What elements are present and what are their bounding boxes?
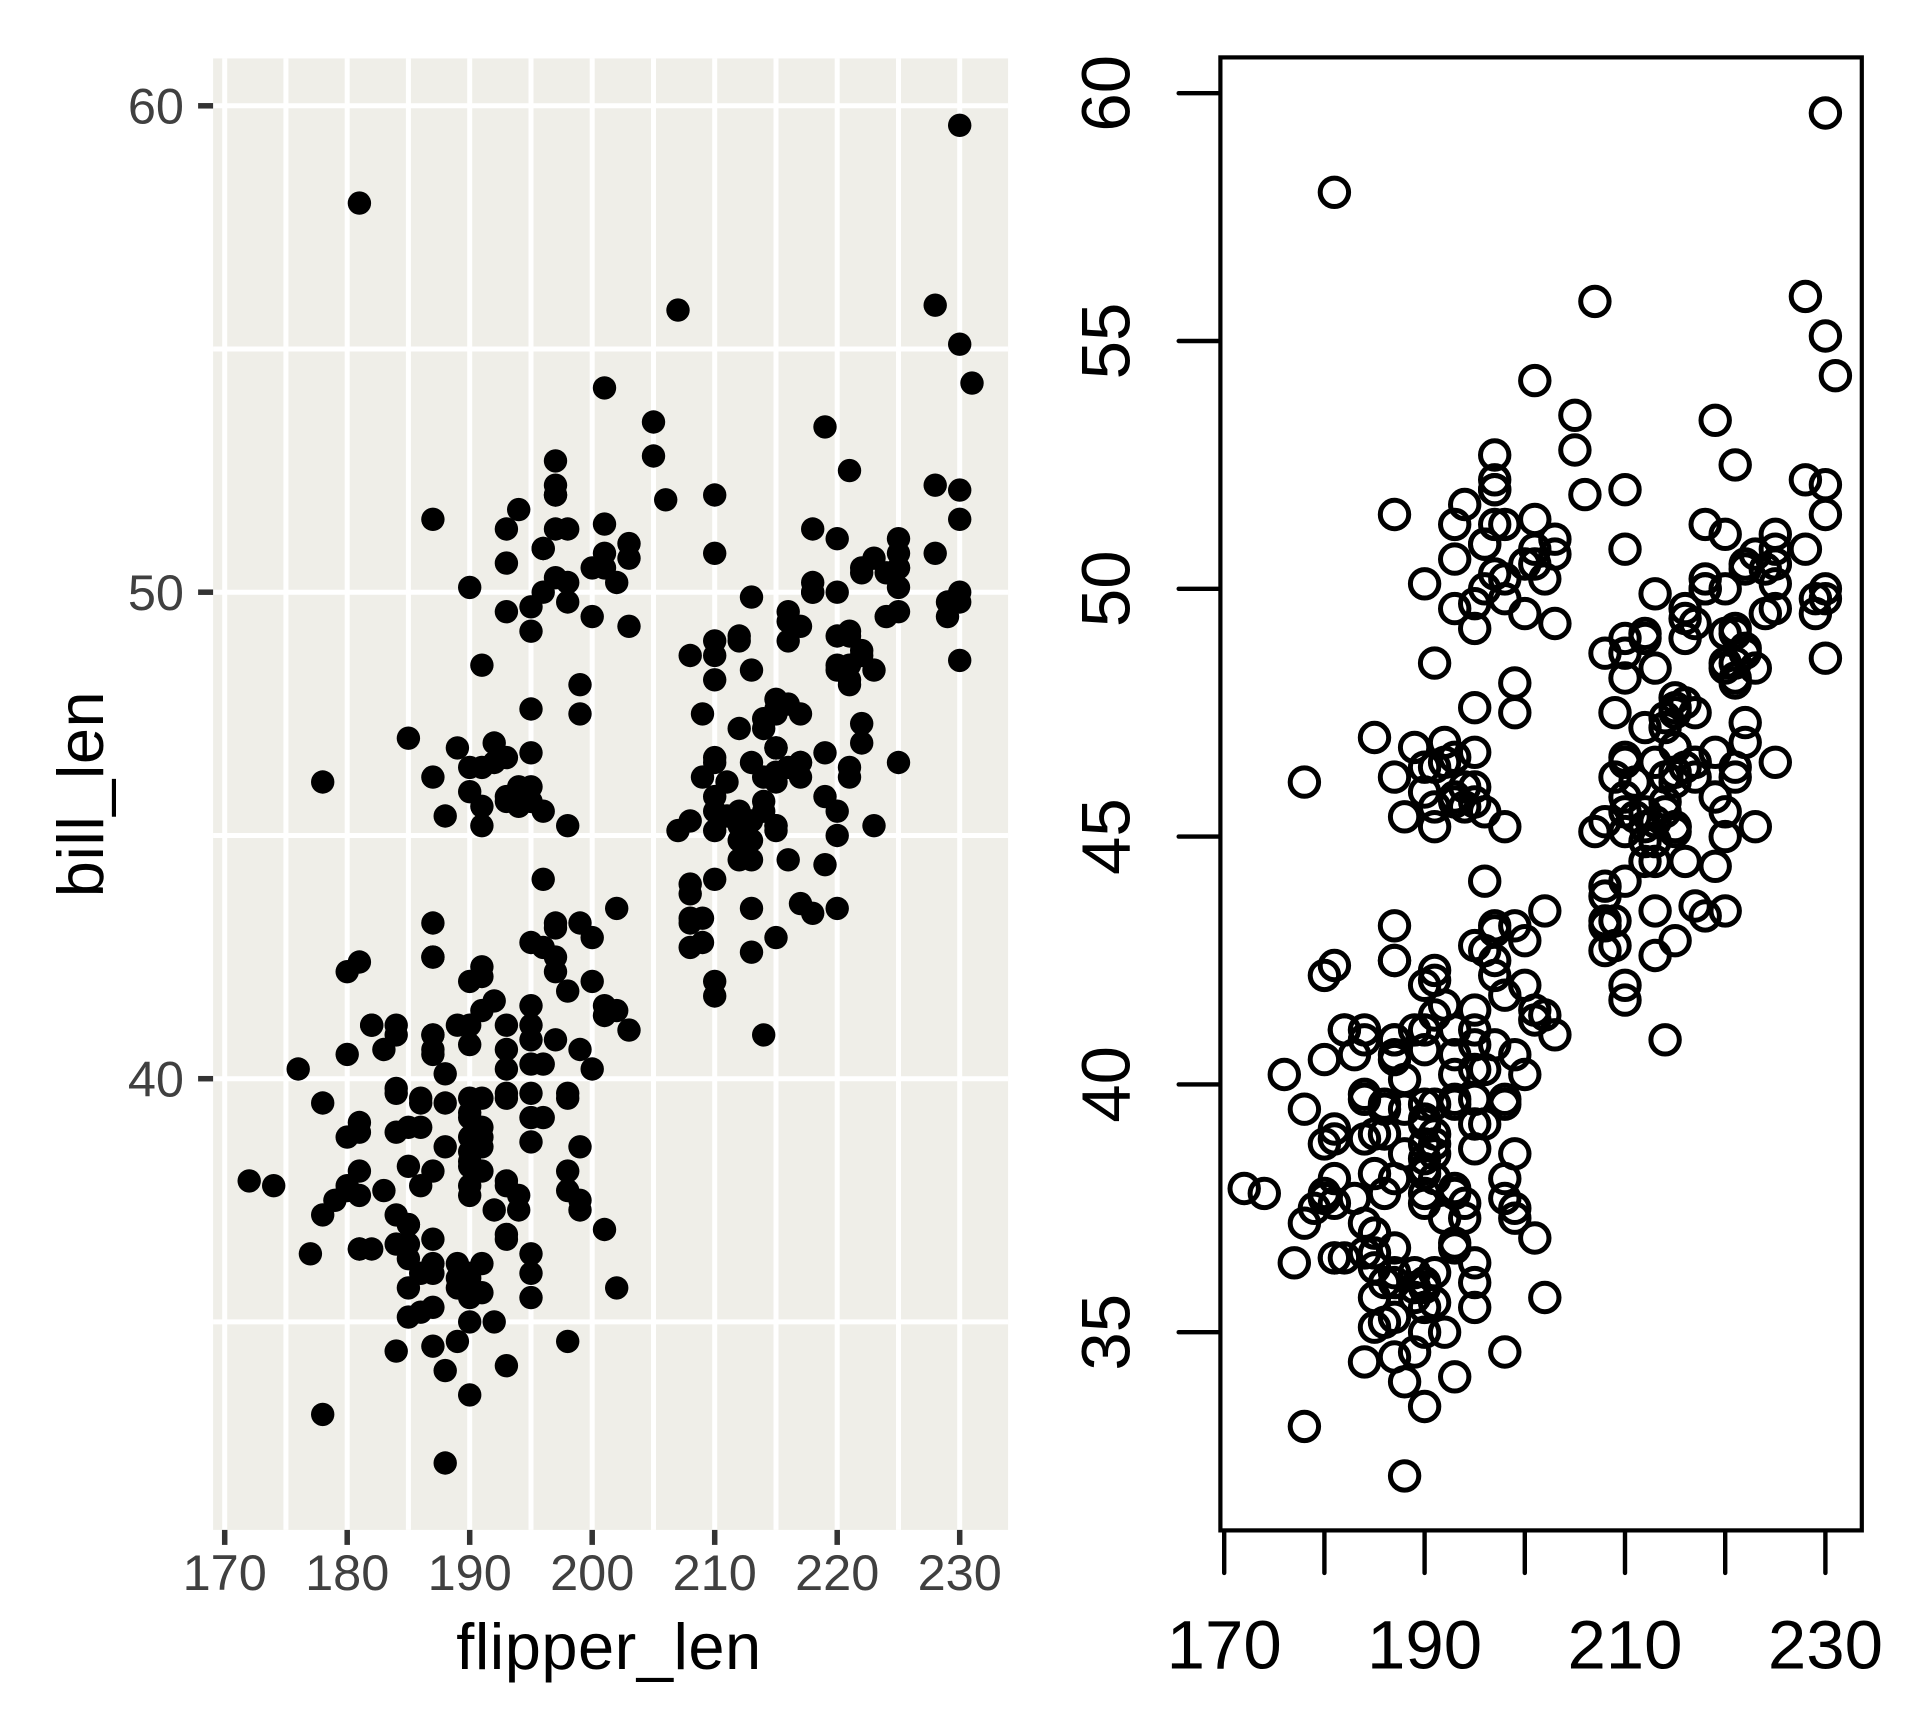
svg-text:60: 60 <box>1067 55 1144 132</box>
svg-text:190: 190 <box>428 1544 512 1601</box>
svg-text:50: 50 <box>128 564 184 621</box>
svg-text:bill_len: bill_len <box>44 691 117 897</box>
svg-text:180: 180 <box>305 1544 389 1601</box>
svg-text:35: 35 <box>1067 1294 1144 1371</box>
svg-text:190: 190 <box>1367 1607 1482 1684</box>
svg-text:40: 40 <box>128 1051 184 1108</box>
svg-text:170: 170 <box>183 1544 267 1601</box>
svg-text:230: 230 <box>918 1544 1002 1601</box>
svg-text:210: 210 <box>673 1544 757 1601</box>
svg-text:210: 210 <box>1567 1607 1682 1684</box>
svg-text:170: 170 <box>1167 1607 1282 1684</box>
svg-text:50: 50 <box>1067 550 1144 627</box>
svg-text:45: 45 <box>1067 798 1144 875</box>
svg-text:40: 40 <box>1067 1046 1144 1123</box>
svg-text:55: 55 <box>1067 303 1144 380</box>
svg-text:60: 60 <box>128 78 184 135</box>
svg-text:200: 200 <box>550 1544 634 1601</box>
svg-text:230: 230 <box>1768 1607 1883 1684</box>
svg-text:flipper_len: flipper_len <box>456 1610 761 1683</box>
svg-text:220: 220 <box>795 1544 879 1601</box>
